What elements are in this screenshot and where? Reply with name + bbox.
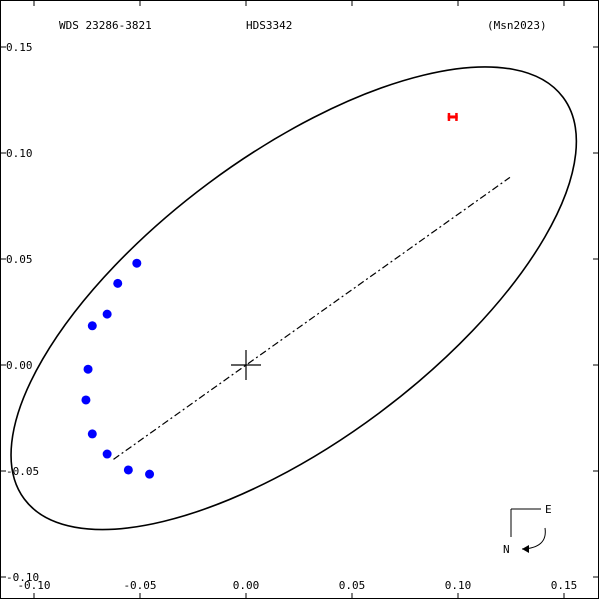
x-tick-label: 0.05 <box>339 579 366 592</box>
y-tick-label: -0.05 <box>6 465 39 478</box>
header-reference: (Msn2023) <box>487 19 547 32</box>
y-tick-label: 0.15 <box>6 41 33 54</box>
observation-point <box>132 258 142 268</box>
y-tick-label: -0.10 <box>6 571 39 584</box>
compass-axes <box>510 508 541 537</box>
axis-tick-labels: -0.10 -0.05 0.00 0.05 0.10 0.15 -0.10 -0.05 0.00… <box>6 41 577 592</box>
compass-rose: E N <box>503 503 552 556</box>
compass-north-label: N <box>503 543 510 556</box>
observation-point <box>87 429 97 439</box>
observation-point <box>83 364 93 374</box>
measure-bar <box>447 115 458 119</box>
header-wds-id: WDS 23286-3821 <box>59 19 152 32</box>
observation-point <box>113 278 123 288</box>
observation-point <box>123 465 133 475</box>
x-tick-label: -0.05 <box>123 579 156 592</box>
observation-point <box>102 309 112 319</box>
observation-point <box>87 321 97 331</box>
compass-east-label: E <box>545 503 552 516</box>
line-of-nodes <box>113 176 511 460</box>
primary-star-cross <box>231 350 261 380</box>
measure-cap-left <box>447 112 451 121</box>
observation-points <box>81 112 458 479</box>
compass-arrowhead-icon <box>522 545 529 553</box>
observation-point <box>145 469 155 479</box>
x-tick-label: 0.00 <box>233 579 260 592</box>
observation-point <box>81 395 91 405</box>
y-tick-label: 0.05 <box>6 253 33 266</box>
observation-point <box>102 449 112 459</box>
y-tick-label: 0.00 <box>6 359 33 372</box>
measure-cap-right <box>455 112 458 121</box>
x-tick-label: 0.15 <box>551 579 578 592</box>
y-tick-label: 0.10 <box>6 147 33 160</box>
observation-measure-mark <box>447 112 458 121</box>
header-discoverer-code: HDS3342 <box>246 19 292 32</box>
x-tick-label: -0.10 <box>17 579 50 592</box>
x-tick-label: 0.10 <box>445 579 472 592</box>
